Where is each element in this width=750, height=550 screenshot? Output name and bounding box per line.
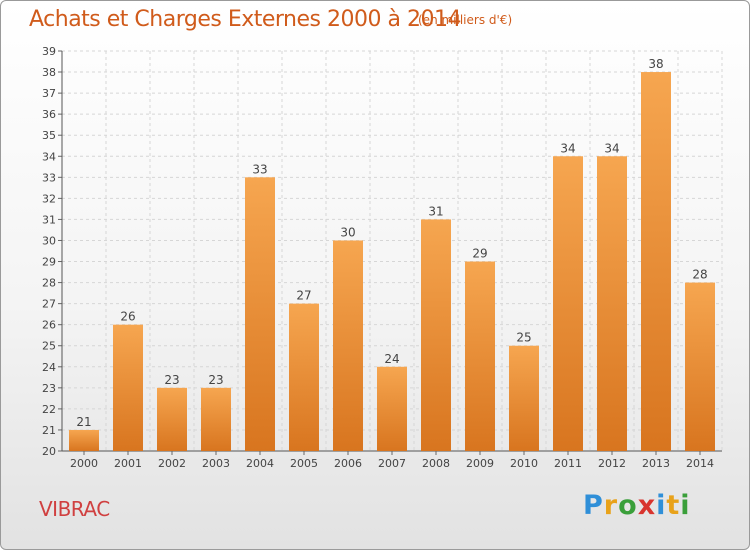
bar-2004 (245, 177, 275, 451)
bar-2007 (377, 366, 407, 451)
x-tick-label: 2005 (290, 457, 318, 470)
bar-2006 (333, 240, 363, 451)
y-tick-label: 21 (42, 424, 56, 437)
x-tick-label: 2004 (246, 457, 274, 470)
y-tick-label: 34 (42, 150, 56, 163)
value-label-2005: 27 (296, 289, 311, 303)
value-labels: 21 26 23 23 33 27 30 24 31 29 25 34 34 38 28 (76, 57, 707, 429)
bar-2012 (597, 156, 627, 451)
value-label-2006: 30 (340, 225, 355, 239)
value-label-2010: 25 (516, 331, 531, 345)
bar-2002 (157, 387, 187, 451)
y-tick-label: 29 (42, 256, 56, 269)
bar-2005 (289, 303, 319, 451)
value-label-2004: 33 (252, 162, 267, 176)
commune-name: VIBRAC (39, 497, 110, 521)
y-tick-label: 38 (42, 66, 56, 79)
x-tick-label: 2011 (554, 457, 582, 470)
value-label-2011: 34 (560, 141, 575, 155)
value-label-2003: 23 (208, 373, 223, 387)
y-tick-label: 32 (42, 192, 56, 205)
y-tick-label: 27 (42, 298, 56, 311)
logo-letter: r (603, 490, 619, 521)
logo-letter: x (637, 490, 657, 521)
y-tick-label: 37 (42, 87, 56, 100)
value-label-2000: 21 (76, 415, 91, 429)
bars (69, 72, 715, 451)
y-tick-label: 30 (42, 234, 56, 247)
x-tick-label: 2006 (334, 457, 362, 470)
bar-2003 (201, 387, 231, 451)
y-tick-label: 24 (42, 361, 56, 374)
value-label-2007: 24 (384, 352, 399, 366)
x-tick-label: 2002 (158, 457, 186, 470)
y-tick-label: 35 (42, 129, 56, 142)
logo-letter: P (583, 490, 604, 521)
bar-2008 (421, 219, 451, 451)
logo-letter: i (680, 490, 691, 521)
y-tick-label: 22 (42, 403, 56, 416)
bar-2013 (641, 72, 671, 451)
y-tick-label: 26 (42, 319, 56, 332)
logo-letter: o (618, 490, 638, 521)
bar-2010 (509, 345, 539, 451)
y-tick-label: 23 (42, 382, 56, 395)
chart-subtitle: (en milliers d'€) (418, 13, 513, 27)
x-tick-label: 2009 (466, 457, 494, 470)
value-label-2002: 23 (164, 373, 179, 387)
x-tick-label: 2001 (114, 457, 142, 470)
logo-letter: t (666, 490, 681, 521)
x-tick-label: 2012 (598, 457, 626, 470)
y-tick-label: 39 (42, 45, 56, 58)
chart-title: Achats et Charges Externes 2000 à 2014 (29, 7, 461, 32)
y-tick-label: 31 (42, 213, 56, 226)
bar-2009 (465, 261, 495, 451)
value-label-2009: 29 (472, 247, 487, 261)
value-label-2013: 38 (648, 57, 663, 71)
x-tick-label: 2000 (70, 457, 98, 470)
y-tick-label: 33 (42, 171, 56, 184)
value-label-2001: 26 (120, 310, 135, 324)
x-tick-label: 2003 (202, 457, 230, 470)
y-tick-label: 28 (42, 277, 56, 290)
value-label-2014: 28 (692, 268, 707, 282)
proxiti-logo: Proxiti (583, 490, 691, 521)
bar-2011 (553, 156, 583, 451)
x-tick-label: 2010 (510, 457, 538, 470)
logo-letter: i (656, 490, 667, 521)
bar-2001 (113, 324, 143, 451)
x-tick-label: 2014 (686, 457, 714, 470)
bar-2014 (685, 282, 715, 451)
y-tick-label: 36 (42, 108, 56, 121)
value-label-2012: 34 (604, 141, 619, 155)
y-tick-label: 25 (42, 340, 56, 353)
y-tick-label: 20 (42, 445, 56, 458)
value-label-2008: 31 (428, 204, 443, 218)
bar-2000 (69, 429, 99, 451)
x-tick-label: 2008 (422, 457, 450, 470)
x-tick-label: 2007 (378, 457, 406, 470)
x-tick-label: 2013 (642, 457, 670, 470)
